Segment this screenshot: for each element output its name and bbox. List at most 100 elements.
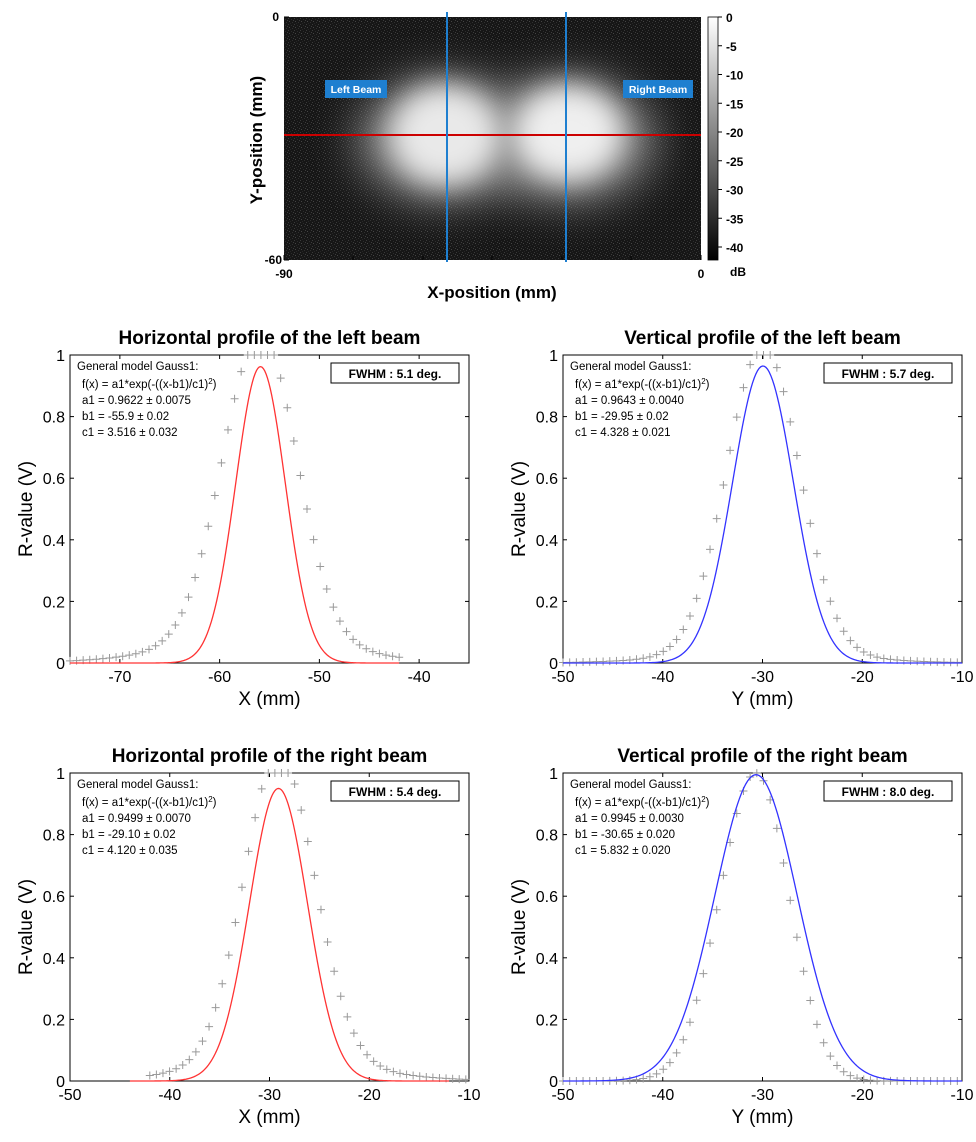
data-point-marker: [382, 651, 391, 660]
heatmap-x-axis-label: X-position (mm): [427, 283, 556, 302]
y-axis-label: R-value (V): [509, 461, 530, 557]
y-axis-label: R-value (V): [16, 461, 37, 557]
fwhm-label: FWHM : 5.4 deg.: [349, 785, 442, 799]
data-point-marker: [145, 1071, 154, 1080]
data-point-marker: [772, 363, 781, 372]
data-point-marker: [270, 351, 279, 359]
fit-parameter: a1 = 0.9622 ± 0.0075: [82, 395, 191, 407]
data-point-marker: [853, 643, 862, 652]
data-point-marker: [772, 824, 781, 833]
x-tick-label: -60: [208, 669, 231, 686]
data-point-marker: [211, 1003, 220, 1012]
heatmap-ticks: [283, 16, 702, 261]
data-point-marker: [679, 1035, 688, 1044]
colorbar-tick-label: -15: [726, 97, 744, 111]
colorbar-tick-label: -30: [726, 184, 744, 198]
fit-parameter: b1 = -29.10 ± 0.02: [82, 829, 176, 841]
fit-model-name: General model Gauss1:: [570, 361, 691, 373]
data-point-marker: [276, 374, 285, 383]
data-point-marker: [732, 413, 741, 422]
colorbar-tick-label: -20: [726, 126, 744, 140]
data-point-marker: [699, 572, 708, 581]
data-point-marker: [231, 918, 240, 927]
data-point-marker: [105, 653, 114, 662]
data-point-marker: [812, 549, 821, 558]
y-axis-label: R-value (V): [16, 879, 37, 975]
x-tick-label: -50: [551, 669, 574, 686]
data-point-marker: [330, 967, 339, 976]
data-point-marker: [939, 658, 948, 667]
right-beam-label-box: [623, 80, 693, 98]
data-point-marker: [605, 657, 614, 666]
data-point-marker: [322, 584, 331, 593]
y-tick-label: 0: [549, 656, 558, 673]
y-tick-label: 0.6: [43, 889, 65, 906]
fwhm-label: FWHM : 5.1 deg.: [349, 367, 442, 381]
data-point-marker: [599, 657, 608, 666]
data-point-marker: [846, 636, 855, 645]
y-tick-label: 0.4: [43, 951, 65, 968]
data-point-marker: [303, 504, 312, 513]
x-tick-label: -10: [950, 1087, 973, 1104]
plot-left-horizontal: Horizontal profile of the left beam 0 0.2 0…: [16, 328, 470, 710]
data-point-marker: [779, 387, 788, 396]
data-point-marker: [879, 654, 888, 663]
data-point-marker: [819, 1038, 828, 1047]
x-axis-label: X (mm): [238, 689, 300, 710]
data-point-marker: [766, 351, 775, 359]
fit-model-name: General model Gauss1:: [570, 779, 691, 791]
data-point-marker: [632, 655, 641, 664]
data-point-marker: [933, 657, 942, 666]
fit-parameter: a1 = 0.9499 ± 0.0070: [82, 813, 191, 825]
x-tick-label: -30: [258, 1087, 281, 1104]
data-point-marker: [152, 1070, 161, 1079]
x-tick-label: -20: [851, 669, 874, 686]
data-point-marker: [395, 653, 404, 662]
data-point-marker: [284, 769, 293, 777]
data-point-marker: [177, 608, 186, 617]
heatmap-y-axis-label: Y-position (mm): [247, 76, 266, 204]
y-tick-label: 1: [56, 348, 65, 365]
left-beam-label-box: [325, 80, 387, 98]
data-point-marker: [839, 627, 848, 636]
fit-parameter: b1 = -30.65 ± 0.020: [575, 829, 675, 841]
data-point-marker: [792, 451, 801, 460]
heatmap-y-tick: -60: [265, 253, 283, 267]
fit-model-name: General model Gauss1:: [77, 361, 198, 373]
left-beam-label: Left Beam: [331, 84, 382, 96]
gaussian-fit-curve: [563, 774, 962, 1082]
colorbar-tick-label: -40: [726, 241, 744, 255]
data-point-marker: [833, 1061, 842, 1070]
data-point-marker: [572, 658, 581, 667]
y-tick-label: 0.8: [43, 828, 65, 845]
data-point-marker: [619, 1076, 628, 1085]
data-point-marker: [853, 1074, 862, 1083]
data-point-marker: [846, 1071, 855, 1080]
data-point-marker: [672, 635, 681, 644]
x-tick-label: -40: [651, 1087, 674, 1104]
fit-parameter: c1 = 5.832 ± 0.020: [575, 845, 671, 857]
data-point-marker: [806, 996, 815, 1005]
data-point-marker: [461, 1075, 470, 1084]
data-point-marker: [158, 1069, 167, 1078]
data-point-marker: [752, 351, 761, 359]
data-point-marker: [92, 655, 101, 664]
data-point-marker: [204, 522, 213, 531]
data-point-marker: [873, 653, 882, 662]
plot-right-vertical: Vertical profile of the right beam 0 0.2 0.…: [509, 746, 974, 1128]
colorbar-tick-label: -5: [726, 40, 737, 54]
data-point-marker: [919, 657, 928, 666]
data-point-marker: [172, 1064, 181, 1073]
plot-title: Vertical profile of the left beam: [624, 328, 901, 349]
x-tick-label: -20: [358, 1087, 381, 1104]
data-point-marker: [349, 1029, 358, 1038]
data-point-marker: [230, 394, 239, 403]
y-tick-label: 1: [549, 766, 558, 783]
y-tick-label: 0.4: [536, 533, 558, 550]
data-point-marker: [699, 969, 708, 978]
x-tick-label: -70: [108, 669, 131, 686]
data-point-marker: [719, 871, 728, 880]
colorbar-tick-label: -35: [726, 212, 744, 226]
plot-axes-box: [562, 772, 963, 1082]
data-point-marker: [592, 657, 601, 666]
